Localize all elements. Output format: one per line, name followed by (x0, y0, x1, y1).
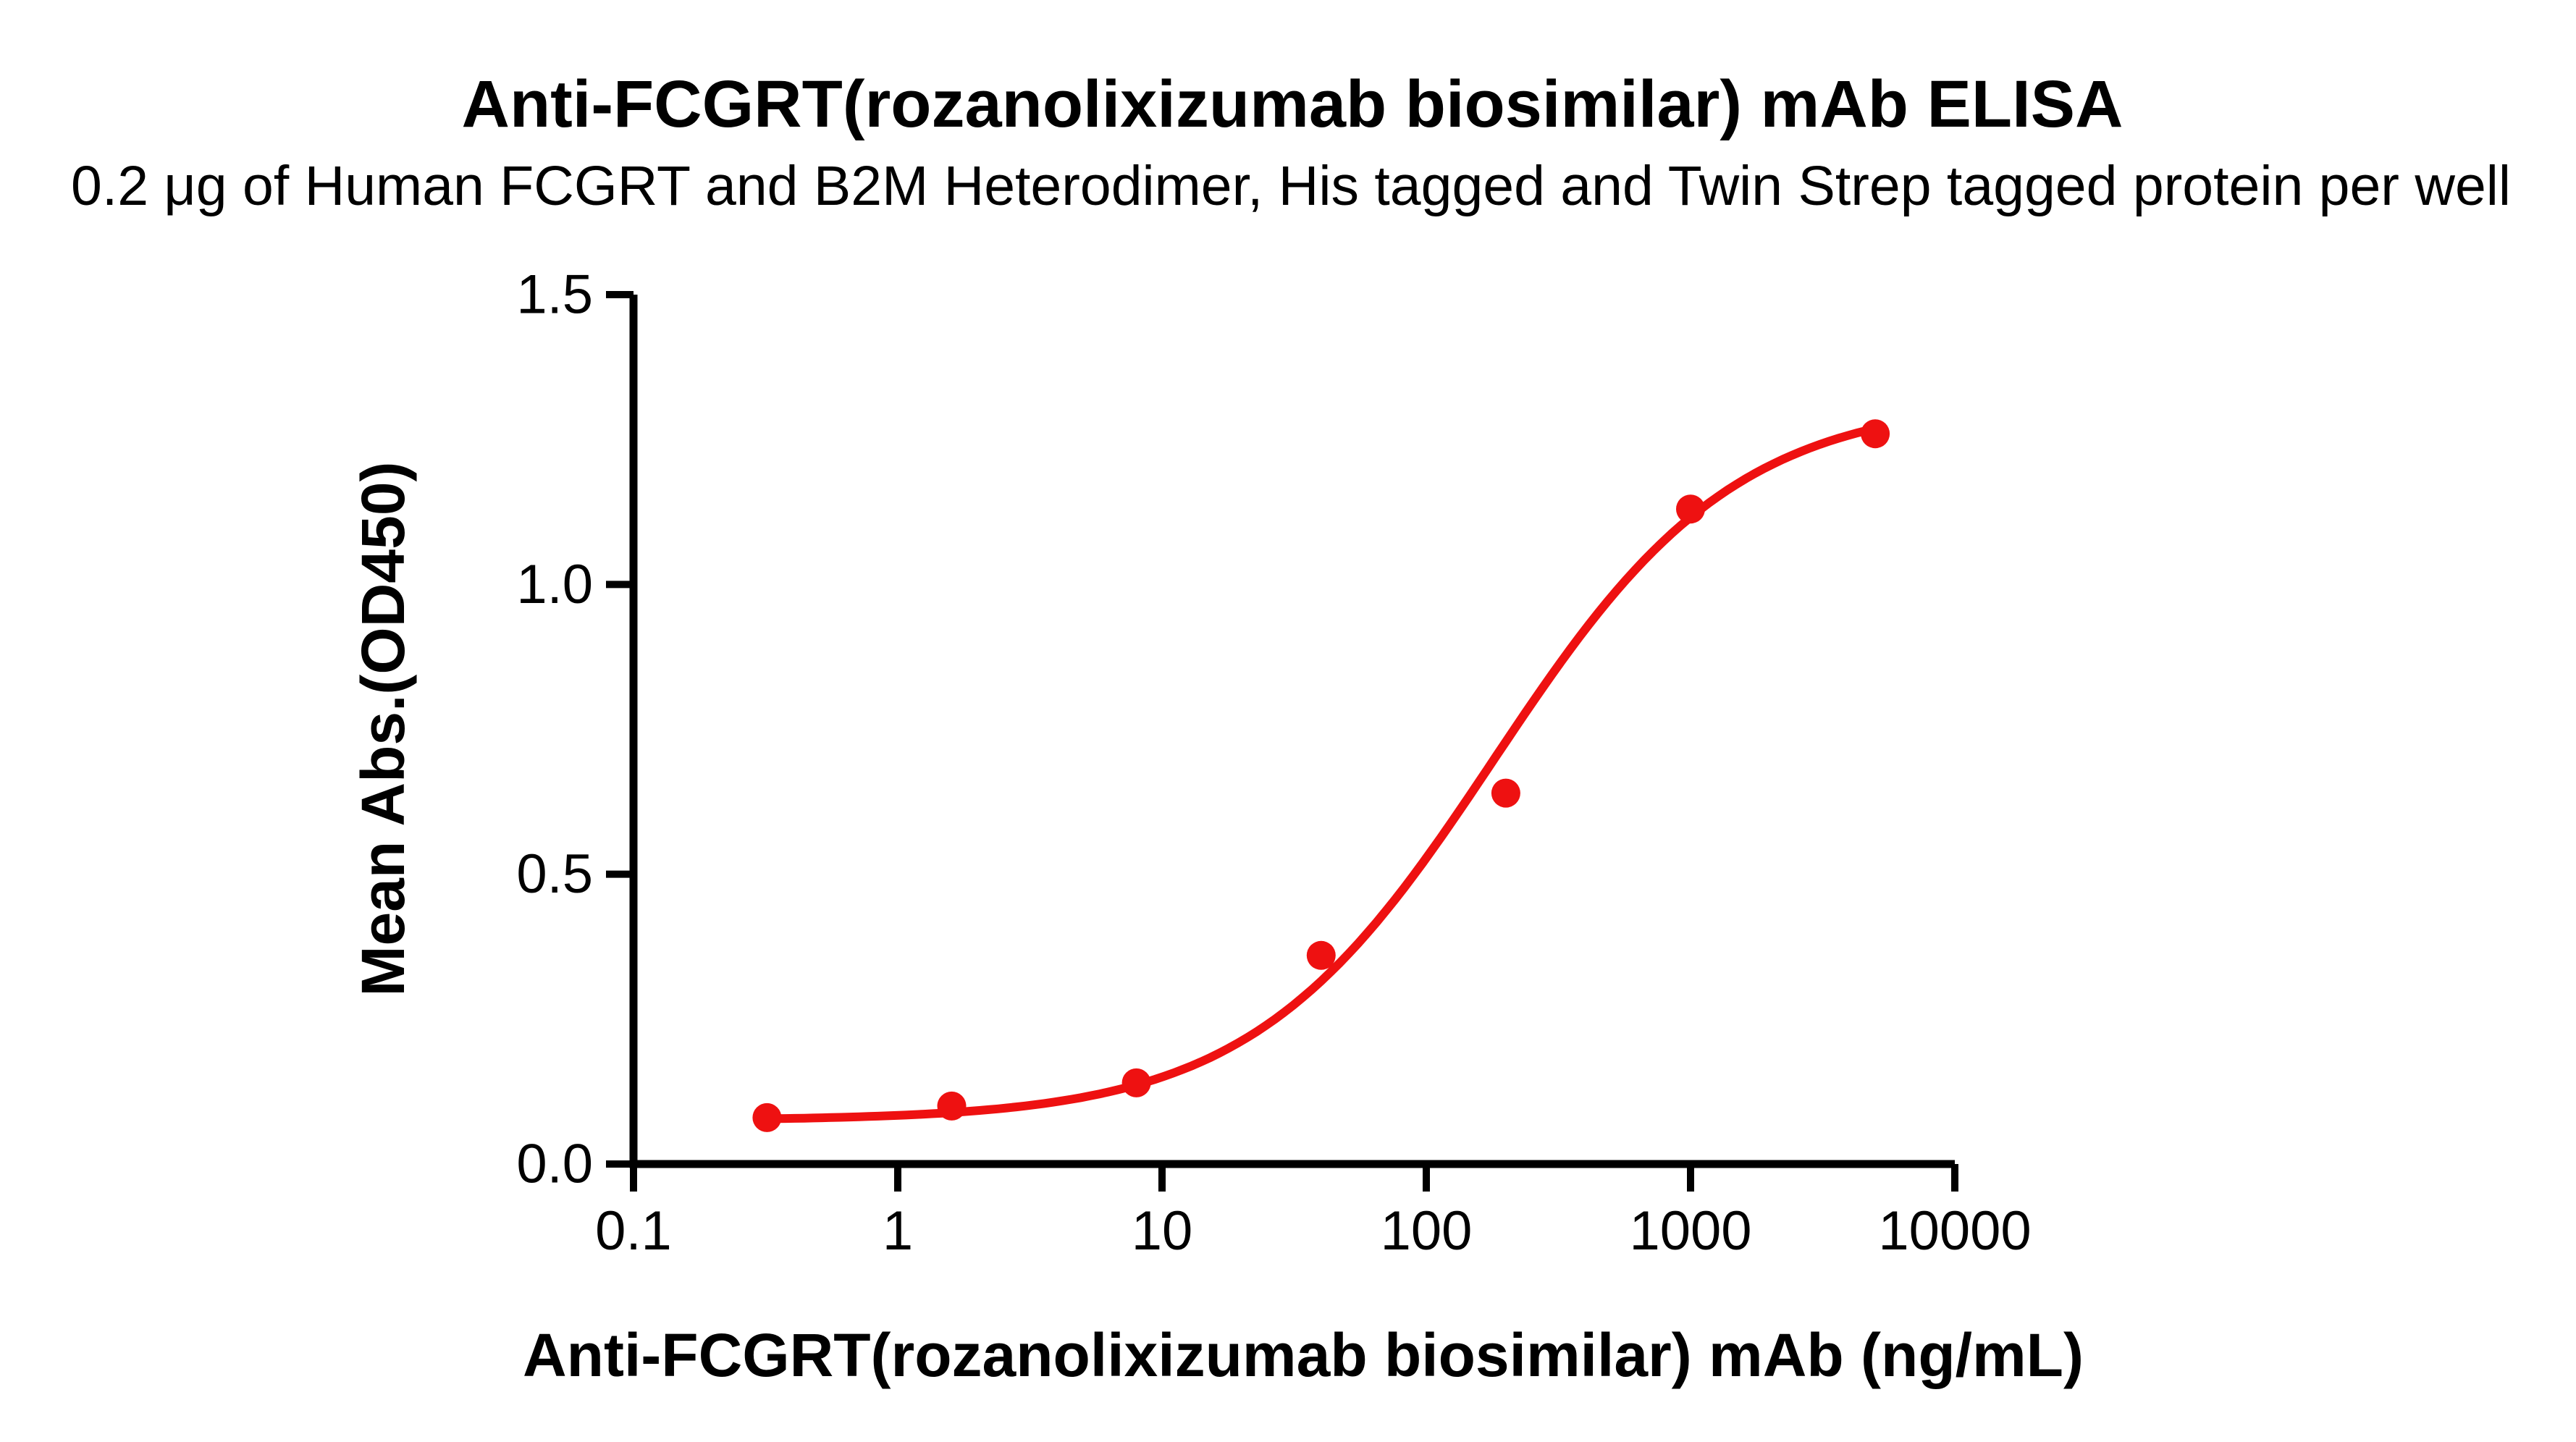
data-point (752, 1102, 782, 1132)
y-axis-title: Mean Abs.(OD450) (349, 461, 417, 996)
x-axis-title: Anti-FCGRT(rozanolixizumab biosimilar) m… (523, 1321, 2084, 1389)
y-tick-label: 0.0 (516, 1134, 593, 1195)
y-tick-label: 0.5 (516, 843, 593, 905)
chart-title: Anti-FCGRT(rozanolixizumab biosimilar) m… (462, 67, 2123, 141)
data-point (1491, 778, 1520, 808)
x-tick-label: 0.1 (595, 1200, 672, 1262)
dose-response-curve (762, 423, 1880, 1123)
data-point (1306, 940, 1336, 970)
y-tick-label: 1.5 (516, 264, 593, 326)
data-point (937, 1091, 967, 1121)
plot-area: 0.0 0.5 1.0 1.5 0.1 1 10 100 1000 10000 (516, 264, 2031, 1262)
data-point (1121, 1068, 1151, 1097)
data-point (1861, 419, 1890, 449)
x-tick-label: 100 (1381, 1200, 1473, 1262)
y-tick-label: 1.0 (516, 554, 593, 615)
x-tick-label: 10 (1132, 1200, 1193, 1262)
x-tick-label: 10000 (1878, 1200, 2031, 1262)
data-point (1676, 494, 1705, 524)
x-tick-label: 1 (883, 1200, 913, 1262)
chart-subtitle: 0.2 μg of Human FCGRT and B2M Heterodime… (71, 155, 2511, 217)
x-tick-label: 1000 (1629, 1200, 1751, 1262)
